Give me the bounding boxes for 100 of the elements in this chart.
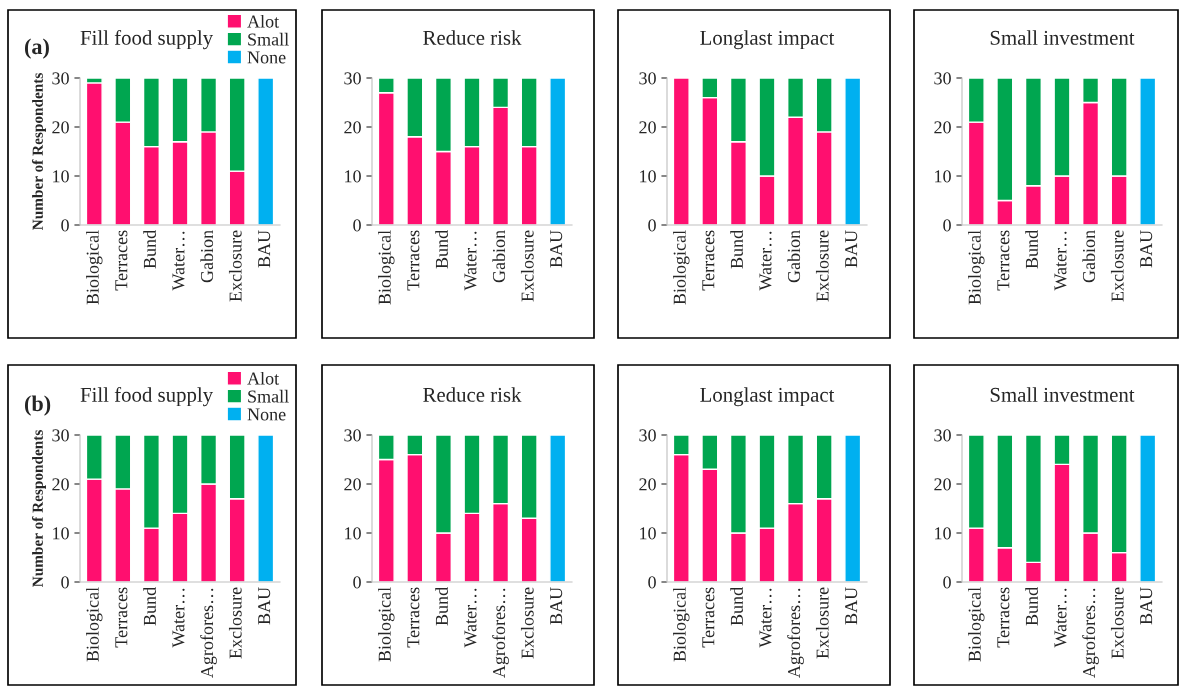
legend-label: Small — [248, 32, 289, 46]
x-tick-label: Water… — [464, 588, 477, 648]
x-tick-label: Bund — [143, 587, 156, 626]
bar — [1139, 78, 1157, 225]
x-tick-label: Agrofores… — [492, 588, 509, 678]
x-tick-label: Water… — [1054, 231, 1067, 291]
x-tick-label: Bund — [1025, 230, 1038, 269]
x-tick-label: Terraces — [115, 587, 128, 648]
x-tick-label: Bund — [730, 230, 743, 269]
y-tick-label: 10 — [640, 527, 656, 540]
x-tick-label: Exclosure — [520, 230, 534, 302]
legend-label: None — [247, 51, 286, 64]
x-tick-label: Biological — [673, 587, 690, 662]
y-tick-label: 30 — [344, 72, 361, 85]
y-tick-label: 20 — [639, 121, 656, 134]
y-tick-label: 0 — [353, 219, 361, 232]
bar — [672, 78, 690, 225]
y-tick-label: 30 — [934, 72, 951, 85]
y-tick-label: 30 — [344, 429, 361, 442]
x-tick-label: BAU — [550, 230, 563, 268]
y-tick-label: 20 — [52, 121, 69, 134]
y-tick-label: 20 — [934, 478, 951, 491]
y-tick-label: 0 — [61, 219, 69, 232]
x-tick-label: Exclosure — [520, 587, 534, 659]
y-tick-label: 0 — [61, 576, 69, 589]
x-tick-label: Bund — [730, 587, 743, 626]
x-tick-label: Terraces — [997, 587, 1010, 648]
x-tick-label: Water… — [172, 231, 185, 291]
y-tick-label: 0 — [943, 576, 951, 589]
x-tick-label: Exclosure — [1110, 587, 1124, 659]
chart-title: Reduce risk — [423, 387, 522, 402]
x-tick-label: Biological — [968, 587, 985, 662]
x-tick-label: Biological — [378, 587, 395, 662]
legend-label: Alot — [247, 371, 280, 385]
legend-label: None — [247, 408, 286, 421]
x-tick-label: Water… — [1054, 588, 1067, 648]
x-tick-label: Exclosure — [1110, 230, 1124, 302]
y-tick-label: 30 — [639, 429, 656, 442]
x-tick-label: BAU — [258, 230, 271, 268]
x-tick-label: Biological — [86, 587, 103, 662]
bar — [257, 78, 275, 225]
bar — [844, 435, 862, 582]
bar — [85, 82, 103, 225]
legend-label: Small — [248, 389, 289, 403]
x-tick-label: Gabion — [1082, 230, 1096, 283]
x-tick-label: Terraces — [702, 230, 715, 291]
x-tick-label: Bund — [435, 587, 448, 626]
x-tick-label: Biological — [378, 230, 395, 305]
x-tick-label: Gabion — [492, 230, 506, 283]
y-axis-title: Number of Respondents — [31, 430, 46, 588]
y-tick-label: 0 — [648, 576, 656, 589]
bar — [549, 78, 567, 225]
x-tick-label: Bund — [1025, 587, 1038, 626]
y-tick-label: 10 — [345, 170, 361, 183]
y-tick-label: 10 — [640, 170, 656, 183]
chart-title: Fill food supply — [80, 30, 214, 50]
x-tick-label: Terraces — [407, 230, 420, 291]
x-tick-label: Water… — [464, 231, 477, 291]
x-tick-label: Biological — [86, 230, 103, 305]
chart-title: Small investment — [990, 30, 1135, 45]
x-tick-label: BAU — [1140, 230, 1153, 268]
x-tick-label: BAU — [258, 587, 271, 625]
x-tick-label: Exclosure — [815, 587, 829, 659]
x-tick-label: Water… — [759, 588, 772, 648]
x-tick-label: Water… — [172, 588, 185, 648]
y-tick-label: 0 — [648, 219, 656, 232]
bar — [1139, 435, 1157, 582]
y-tick-label: 30 — [52, 72, 69, 85]
text: (a) — [24, 38, 49, 59]
x-tick-label: BAU — [845, 230, 858, 268]
y-tick-label: 10 — [935, 170, 951, 183]
x-tick-label: Agrofores… — [200, 588, 217, 678]
legend-label: Alot — [247, 14, 280, 28]
x-tick-label: BAU — [1140, 587, 1153, 625]
x-tick-label: BAU — [845, 587, 858, 625]
y-tick-label: 30 — [934, 429, 951, 442]
x-tick-label: Bund — [435, 230, 448, 269]
y-tick-label: 20 — [639, 478, 656, 491]
x-tick-label: Biological — [968, 230, 985, 305]
y-tick-label: 20 — [934, 121, 951, 134]
chart-title: Reduce risk — [423, 30, 522, 45]
x-tick-label: Exclosure — [228, 587, 242, 659]
x-tick-label: Gabion — [200, 230, 214, 283]
y-tick-label: 20 — [52, 478, 69, 491]
text: (b) — [24, 395, 51, 416]
y-tick-label: 30 — [52, 429, 69, 442]
x-tick-label: Agrofores… — [1082, 588, 1099, 678]
y-tick-label: 20 — [344, 478, 361, 491]
bar — [549, 435, 567, 582]
y-tick-label: 10 — [935, 527, 951, 540]
x-tick-label: Bund — [143, 230, 156, 269]
x-tick-label: Agrofores… — [787, 588, 804, 678]
x-tick-label: Exclosure — [815, 230, 829, 302]
y-tick-label: 0 — [943, 219, 951, 232]
chart-title: Longlast impact — [700, 30, 835, 50]
y-tick-label: 30 — [639, 72, 656, 85]
chart-title: Fill food supply — [80, 387, 214, 407]
chart-title: Longlast impact — [700, 387, 835, 407]
x-tick-label: Terraces — [115, 230, 128, 291]
x-tick-label: Terraces — [702, 587, 715, 648]
